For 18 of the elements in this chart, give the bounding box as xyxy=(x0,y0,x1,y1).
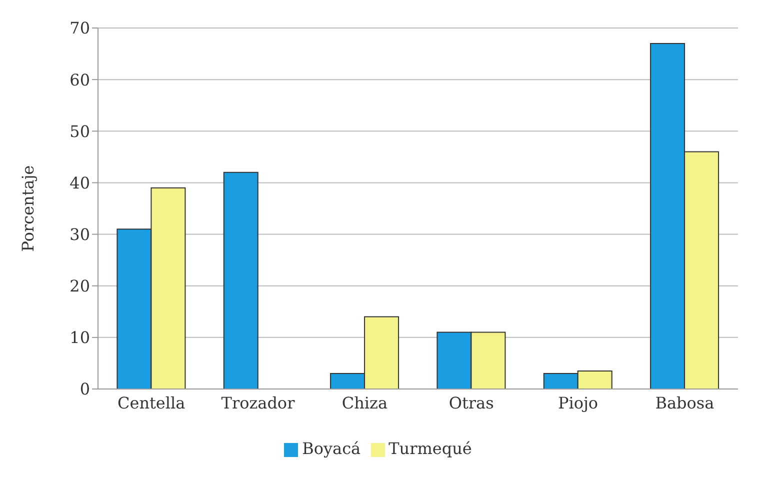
y-axis-title: Porcentaje xyxy=(18,165,38,252)
x-tick-label: Otras xyxy=(448,393,494,412)
y-tick-label: 50 xyxy=(70,122,90,141)
y-tick-label: 40 xyxy=(70,173,90,192)
x-tick-label: Centella xyxy=(117,393,186,412)
x-tick-label: Trozador xyxy=(221,393,296,412)
y-tick-label: 60 xyxy=(70,70,90,90)
y-tick-label: 70 xyxy=(70,18,90,38)
y-tick-label: 20 xyxy=(70,276,90,296)
x-tick-label: Piojo xyxy=(558,393,598,412)
x-tick-label: Chiza xyxy=(342,393,388,412)
y-tick-label: 30 xyxy=(70,224,90,244)
y-tick-label: 0 xyxy=(80,380,90,399)
legend-label: Boyacá xyxy=(302,439,361,458)
y-tick-label: 10 xyxy=(70,328,90,348)
x-tick-label: Babosa xyxy=(655,393,715,412)
legend-label: Turmequé xyxy=(388,439,472,458)
bar xyxy=(223,172,258,389)
